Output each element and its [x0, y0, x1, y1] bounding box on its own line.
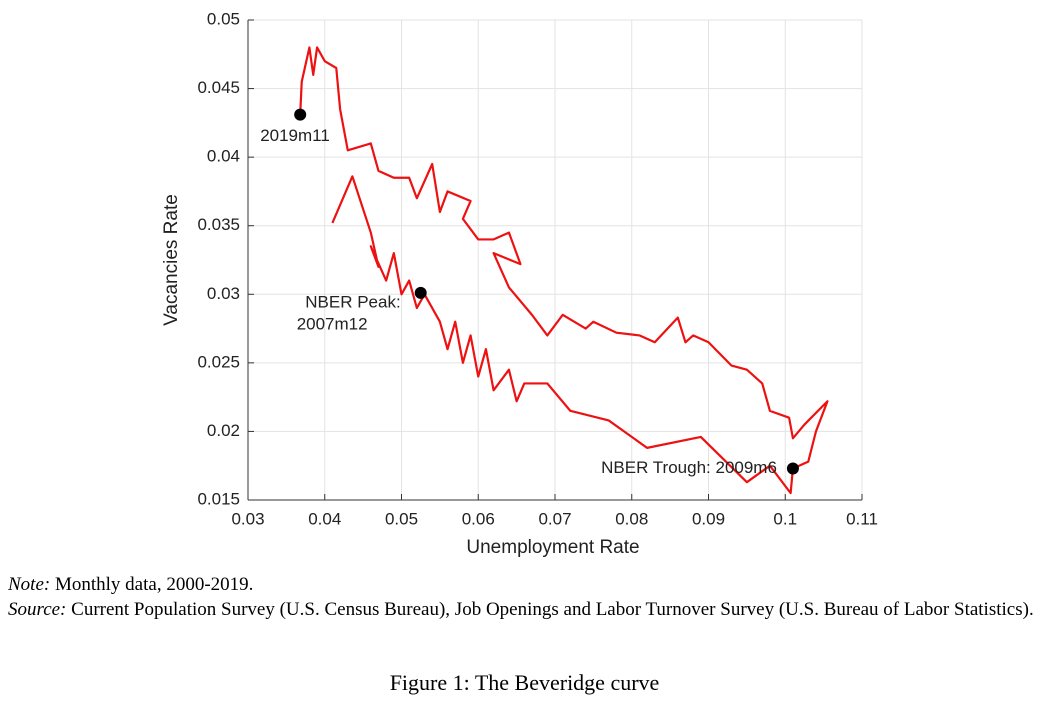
x-tick-label: 0.05: [385, 509, 418, 528]
note-label: Note:: [8, 574, 51, 595]
source-text: Current Population Survey (U.S. Census B…: [71, 599, 1034, 620]
chart: Unemployment Rate Vacancies Rate 0.0150.…: [161, 9, 878, 558]
x-tick-label: 0.06: [462, 509, 495, 528]
annotation-point: [786, 462, 799, 475]
annotation-label: NBER Trough: 2009m6: [601, 458, 777, 477]
x-axis-label: Unemployment Rate: [466, 537, 639, 558]
annotation-point: [414, 286, 427, 299]
source-label: Source:: [8, 599, 67, 620]
annotation-point: [294, 108, 307, 121]
x-tick-label: 0.1: [773, 509, 797, 528]
y-tick-label: 0.035: [197, 215, 240, 234]
series-line: [299, 46, 829, 495]
x-tick-label: 0.09: [692, 509, 725, 528]
y-tick-label: 0.05: [207, 9, 240, 28]
figure-caption: Figure 1: The Beveridge curve: [389, 670, 660, 695]
x-tick-label: 0.08: [615, 509, 648, 528]
y-tick-label: 0.04: [207, 147, 240, 166]
notes: Note: Monthly data, 2000-2019. Source: C…: [8, 572, 1044, 644]
x-tick-label: 0.04: [308, 509, 341, 528]
note: Note: Monthly data, 2000-2019.: [8, 572, 1044, 597]
y-tick-label: 0.015: [197, 489, 240, 508]
annotation-label: NBER Peak:: [305, 292, 400, 311]
y-axis-label: Vacancies Rate: [161, 194, 182, 326]
annotation-label: 2007m12: [297, 314, 368, 333]
annotation-label: 2019m11: [260, 126, 330, 145]
source: Source: Current Population Survey (U.S. …: [8, 597, 1044, 622]
y-tick-label: 0.02: [207, 421, 240, 440]
y-tick-label: 0.025: [197, 352, 240, 371]
x-tick-label: 0.11: [846, 509, 878, 528]
note-text: Monthly data, 2000-2019.: [54, 574, 254, 595]
y-tick-label: 0.045: [197, 78, 240, 97]
x-tick-label: 0.07: [538, 509, 571, 528]
x-tick-label: 0.03: [231, 509, 264, 528]
y-tick-label: 0.03: [207, 284, 240, 303]
